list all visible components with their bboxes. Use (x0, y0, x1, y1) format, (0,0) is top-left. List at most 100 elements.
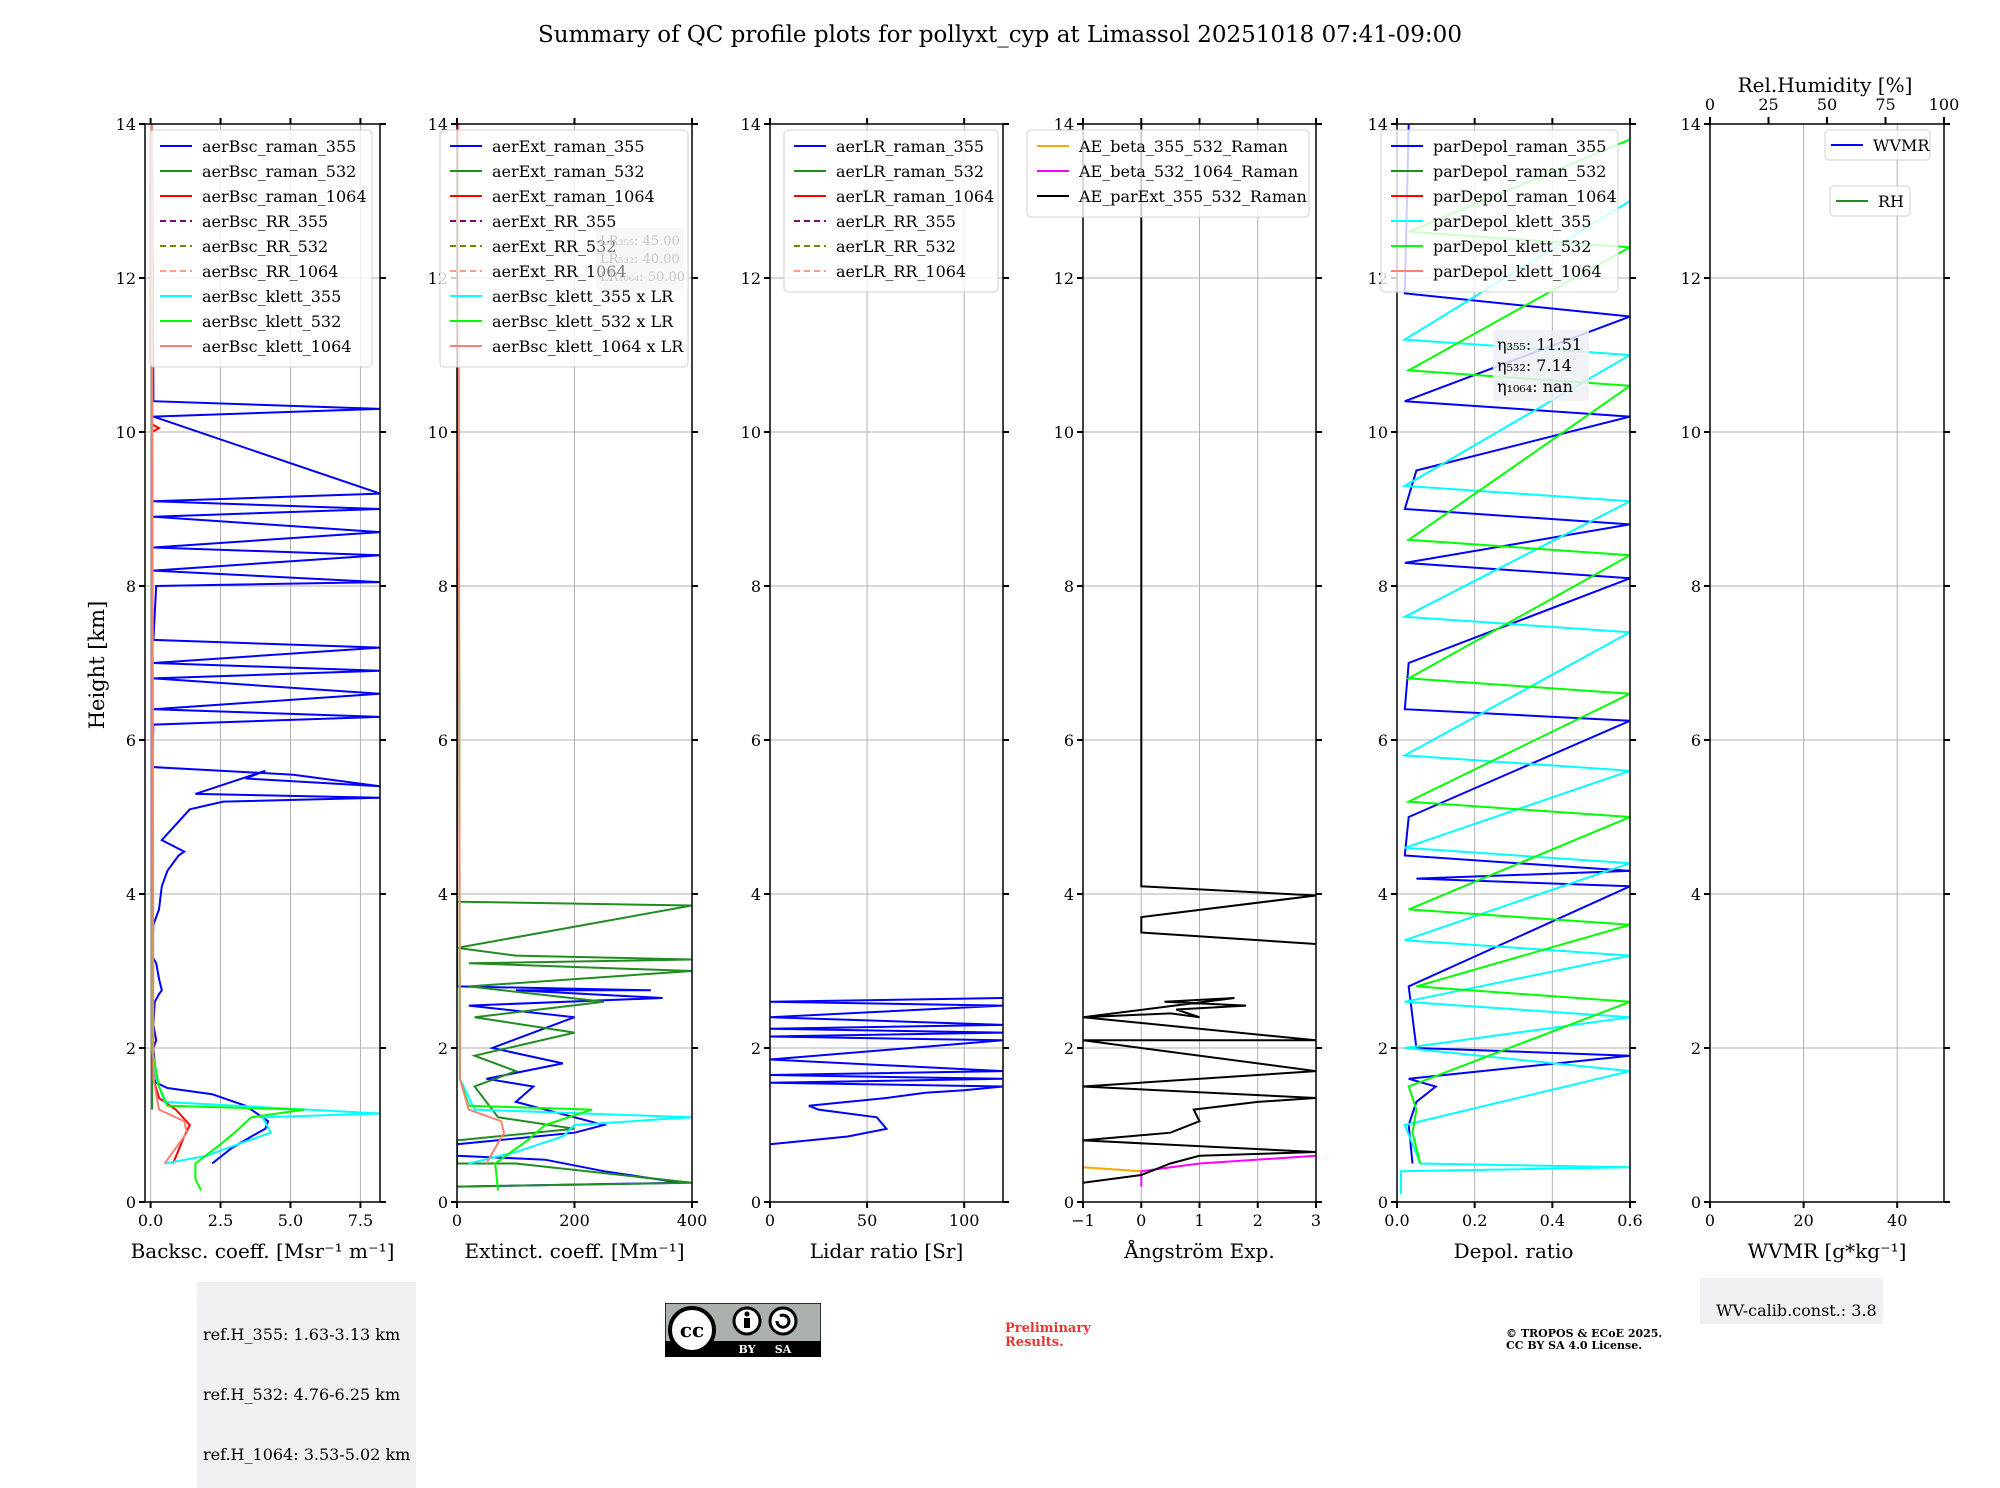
ref-height-355: ref.H_355: 1.63-3.13 km (203, 1325, 401, 1344)
y-tick-label: 0 (1691, 1193, 1701, 1212)
legend-label: aerBsc_klett_355 x LR (492, 287, 674, 306)
y-tick-label: 2 (1064, 1039, 1074, 1058)
y-tick-label: 6 (1691, 731, 1701, 750)
y-tick-label: 6 (1064, 731, 1074, 750)
legend-label: aerBsc_klett_532 (202, 312, 341, 331)
legend-label: AE_beta_355_532_Raman (1078, 137, 1288, 156)
legend-label: parDepol_klett_1064 (1433, 262, 1602, 281)
series-line-aerext-raman-355 (457, 124, 681, 1188)
x-tick-label: 400 (677, 1211, 708, 1230)
axes-frame (144, 123, 381, 1203)
legend-label: aerExt_raman_355 (492, 137, 645, 156)
y-tick-label: 14 (428, 115, 448, 134)
x-tick-label: 0.0 (138, 1211, 163, 1230)
ref-height-532: ref.H_532: 4.76-6.25 km (203, 1385, 401, 1404)
y-tick-label: 8 (1691, 577, 1701, 596)
legend-label: aerBsc_raman_532 (202, 162, 356, 181)
y-tick-label: 4 (751, 885, 761, 904)
legend: aerLR_raman_355 aerLR_raman_532 aerLR_rama… (783, 129, 999, 293)
y-tick-label: 8 (1064, 577, 1074, 596)
panel-backscatter: 0 2 4 6 8 10 12 14 0.0 2.5 5.0 7.5 Backsc. coeff. [M… (116, 115, 395, 1263)
cc-license-badge: cc BY SA (665, 1303, 821, 1357)
legend-label: aerBsc_klett_1064 x LR (492, 337, 684, 356)
panel-lidar_ratio: 0 2 4 6 8 10 12 14 0 50 100 Lidar ratio [Sr] aerLR_r… (741, 115, 1009, 1263)
x-tick-label: 0 (452, 1211, 462, 1230)
x-tick-label: 0.6 (1617, 1211, 1642, 1230)
series-line-aerbsc-klett-1064-x-lr (457, 124, 506, 1164)
y-tick-label: 0 (126, 1193, 136, 1212)
x-axis-label: Extinct. coeff. [Mm⁻¹] (464, 1239, 684, 1263)
legend-label: parDepol_klett_532 (1433, 237, 1591, 256)
x-tick-label: 1 (1194, 1211, 1204, 1230)
annotation-text: η₃₅₅: 11.51 (1497, 335, 1582, 354)
x-tick-label: 50 (857, 1211, 877, 1230)
x-tick-label: 40 (1887, 1211, 1907, 1230)
annotation-text: η₁₀₆₄: nan (1497, 377, 1573, 396)
legend-label: aerLR_RR_1064 (836, 262, 966, 281)
y-tick-label: 4 (1691, 885, 1701, 904)
y-tick-label: 14 (1054, 115, 1074, 134)
legend-label: aerExt_RR_532 (492, 237, 616, 256)
axes-frame (1709, 123, 1945, 1203)
top-x-tick-label: 50 (1817, 95, 1837, 114)
series-line-ae-beta-355-532-raman (1083, 1166, 1142, 1173)
x-tick-label: 0.2 (1462, 1211, 1487, 1230)
legend-label: WVMR (1873, 136, 1930, 155)
annotation-text: LR₃₅₅: 45.00 (600, 234, 680, 249)
x-tick-label: 0 (1705, 1211, 1715, 1230)
cc-icon: cc (668, 1306, 716, 1354)
y-tick-label: 14 (116, 115, 136, 134)
legend-label: aerBsc_RR_355 (202, 212, 328, 231)
x-axis-label: Lidar ratio [Sr] (810, 1239, 964, 1263)
figure-title: Summary of QC profile plots for pollyxt_… (538, 22, 1462, 48)
svg-text:cc: cc (680, 1318, 704, 1342)
series-line-ae-parext-355-532-raman-upper (1140, 124, 1316, 945)
x-tick-label: −1 (1071, 1211, 1095, 1230)
legend-label: aerBsc_RR_1064 (202, 262, 338, 281)
y-tick-label: 0 (751, 1193, 761, 1212)
y-tick-label: 0 (438, 1193, 448, 1212)
preliminary-line-2: Results. (1005, 1335, 1064, 1350)
legend-box (1829, 185, 1911, 217)
y-tick-label: 14 (1681, 115, 1701, 134)
series-line-aerext-raman-532 (457, 124, 692, 1188)
ref-height-1064: ref.H_1064: 3.53-5.02 km (203, 1445, 411, 1464)
annotation-text: η₅₃₂: 7.14 (1497, 356, 1572, 375)
legend: WVMR RH (1824, 129, 1931, 217)
legend-box (1026, 129, 1310, 218)
y-tick-label: 2 (1691, 1039, 1701, 1058)
series-line-ae-beta-532-1064-raman (1140, 1154, 1316, 1187)
y-tick-label: 6 (1378, 731, 1388, 750)
legend-label: aerExt_RR_1064 (492, 262, 627, 281)
annotation-text: LR₅₃₂: 40.00 (600, 252, 680, 267)
legend-box (149, 129, 373, 368)
copyright-line-2: CC BY SA 4.0 License. (1506, 1339, 1643, 1352)
legend-label: aerExt_RR_355 (492, 212, 616, 231)
top-x-axis-label: Rel.Humidity [%] (1738, 73, 1913, 97)
y-tick-label: 6 (751, 731, 761, 750)
reference-heights-box: ref.H_355: 1.63-3.13 km ref.H_532: 4.76-… (197, 1282, 417, 1488)
x-tick-label: 100 (949, 1211, 980, 1230)
y-tick-label: 10 (1054, 423, 1074, 442)
series-line-aerlr-raman-355 (770, 997, 1003, 1146)
legend-label: aerLR_RR_355 (836, 212, 956, 231)
legend-label: AE_beta_532_1064_Raman (1078, 162, 1298, 181)
y-tick-label: 12 (116, 269, 136, 288)
y-tick-label: 4 (126, 885, 136, 904)
legend-box (1380, 129, 1619, 293)
x-tick-label: 5.0 (278, 1211, 303, 1230)
y-tick-label: 8 (438, 577, 448, 596)
axes-frame (1396, 123, 1631, 1203)
y-tick-label: 2 (1378, 1039, 1388, 1058)
y-tick-label: 10 (1681, 423, 1701, 442)
y-tick-label: 12 (741, 269, 761, 288)
y-tick-label: 4 (438, 885, 448, 904)
y-tick-label: 6 (126, 731, 136, 750)
badge-sa-label: SA (775, 1343, 792, 1356)
top-x-tick-label: 75 (1875, 95, 1895, 114)
series-line-ae-parext-355-532-raman (1083, 997, 1316, 1184)
legend-box (439, 129, 689, 368)
